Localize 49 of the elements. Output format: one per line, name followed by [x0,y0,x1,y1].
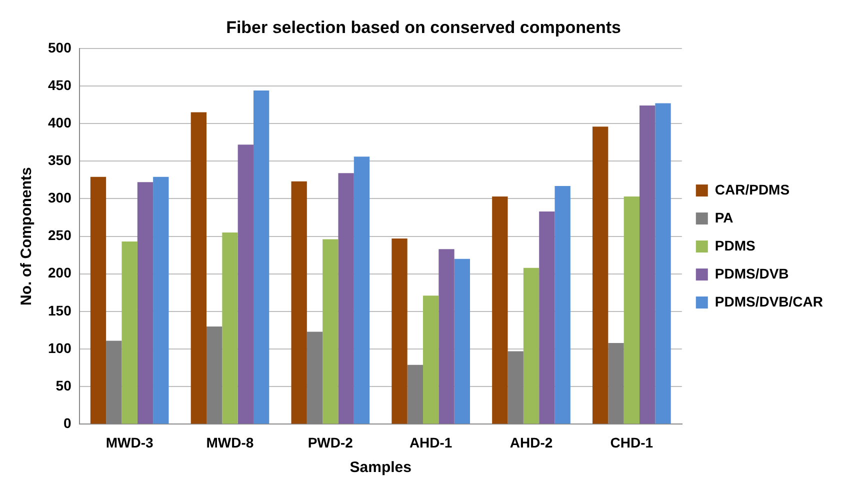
bar [523,268,540,424]
bar [137,182,154,424]
bar [291,181,307,424]
bar [222,232,238,424]
bar [190,112,206,424]
bar [454,258,470,424]
bar [640,106,656,424]
bar [539,211,555,424]
legend-label: PA [714,209,734,226]
y-tick-label: 450 [48,76,72,93]
bar [322,239,338,424]
y-tick-label: 200 [48,264,72,281]
legend-label: CAR/PDMS [714,181,790,198]
bar [423,296,439,424]
bar [592,126,608,424]
bar [122,242,138,424]
y-tick-label: 350 [48,152,72,168]
y-tick-label: 50 [56,377,72,394]
y-tick-label: 150 [48,302,72,318]
bar [624,196,640,424]
y-tick-label: 100 [48,340,72,356]
x-axis-title: Samples [350,459,412,476]
x-tick-label: MWD-8 [206,434,254,450]
bar [153,176,169,424]
bar [655,103,671,424]
bar [253,90,270,424]
legend-label: PDMS [714,237,756,254]
bar [338,173,354,424]
bar [554,186,570,424]
bar [238,144,254,424]
y-axis-title: No. of Components [18,167,36,306]
y-tick-label: 400 [48,114,72,130]
bar [90,176,106,424]
x-tick-label: CHD-1 [610,434,654,450]
bar [392,238,408,424]
y-tick-label: 0 [64,415,72,432]
x-tick-label: AHD-1 [409,434,452,450]
legend-label: PDMS/DVB/CAR [714,293,824,310]
legend-label: PDMS/DVB [714,265,789,282]
x-tick-label: MWD-3 [106,434,154,450]
x-tick-label: AHD-2 [510,434,553,450]
bar [438,249,454,424]
bar [492,196,508,424]
chart-title: Fiber selection based on conserved components [226,18,621,37]
y-tick-label: 500 [48,39,72,56]
y-tick-label: 250 [48,227,72,244]
bar [354,156,370,424]
y-tick-label: 300 [48,190,72,206]
x-tick-label: PWD-2 [308,434,354,450]
